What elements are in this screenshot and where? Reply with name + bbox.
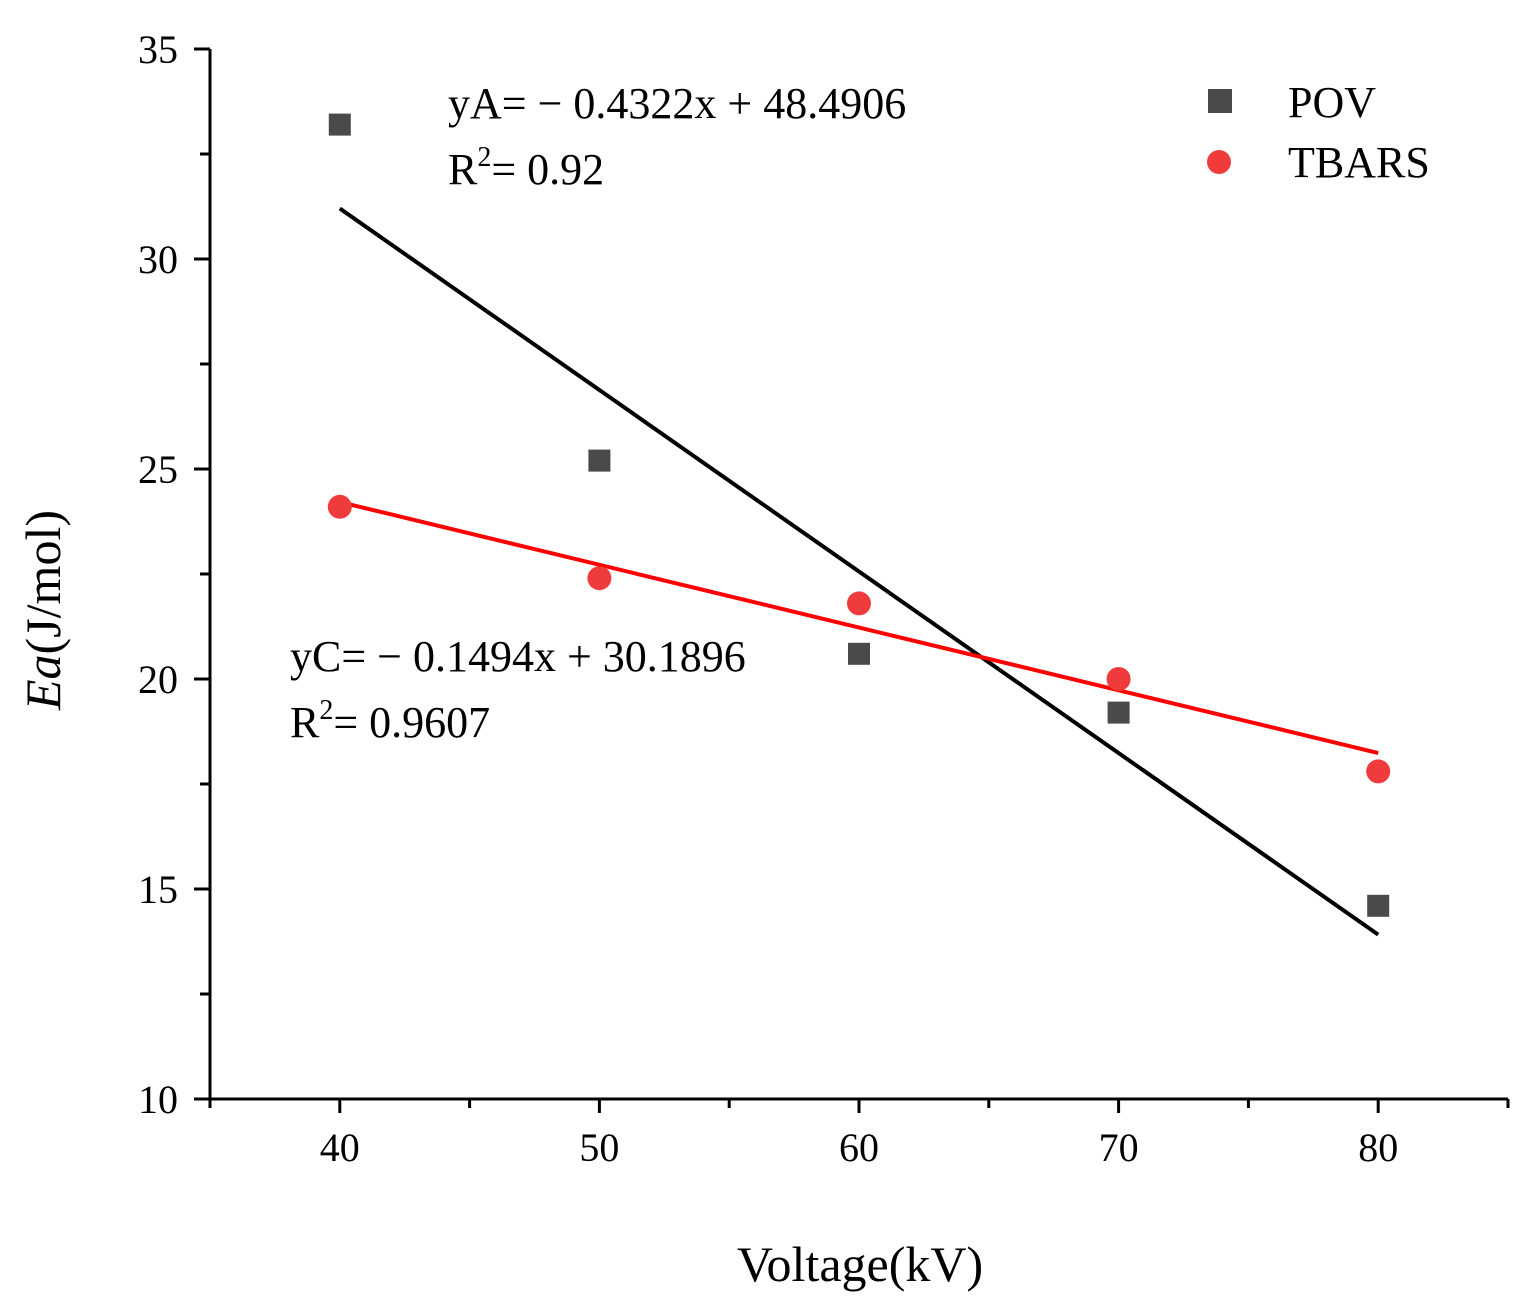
data-points bbox=[327, 113, 1391, 917]
point-tbars bbox=[587, 566, 612, 591]
point-pov bbox=[1367, 894, 1390, 917]
r-squared-c: R2= 0.9607 bbox=[290, 695, 490, 747]
point-tbars bbox=[1106, 667, 1131, 691]
point-pov bbox=[1107, 701, 1130, 724]
y-tick-label: 15 bbox=[138, 867, 178, 912]
x-tick-label: 40 bbox=[320, 1125, 360, 1170]
x-tick-label: 60 bbox=[839, 1125, 879, 1170]
legend-label-pov: POV bbox=[1288, 78, 1376, 127]
point-tbars bbox=[327, 494, 352, 519]
y-tick-label: 20 bbox=[138, 657, 178, 702]
point-pov bbox=[328, 113, 351, 136]
equation-c: yC= − 0.1494x + 30.1896 bbox=[290, 632, 746, 681]
x-axis-title: Voltage(kV) bbox=[737, 1236, 983, 1292]
x-tick-label: 80 bbox=[1358, 1125, 1398, 1170]
y-tick-label: 10 bbox=[138, 1077, 178, 1122]
r-squared-a: R2= 0.92 bbox=[448, 142, 604, 194]
fit-line-pov bbox=[338, 206, 1380, 937]
point-tbars bbox=[847, 591, 871, 616]
point-tbars bbox=[1366, 759, 1391, 784]
y-tick-label: 35 bbox=[138, 27, 178, 72]
fit-line-tbars bbox=[339, 500, 1379, 755]
fit-lines bbox=[338, 206, 1380, 937]
ticks: 40 50 60 70 80 10 15 20 25 30 35 bbox=[138, 27, 1510, 1170]
y-tick-label: 30 bbox=[138, 237, 178, 282]
legend-label-tbars: TBARS bbox=[1288, 138, 1430, 187]
point-pov bbox=[848, 642, 870, 665]
x-tick-label: 50 bbox=[579, 1125, 619, 1170]
x-tick-label: 70 bbox=[1099, 1125, 1139, 1170]
axes bbox=[208, 49, 1508, 1101]
equation-a: yA= − 0.4322x + 48.4906 bbox=[448, 79, 906, 128]
legend-marker-tbars bbox=[1207, 150, 1231, 174]
y-tick-label: 25 bbox=[138, 447, 178, 492]
legend-marker-pov bbox=[1208, 89, 1232, 113]
legend: POV TBARS bbox=[1207, 78, 1430, 187]
point-pov bbox=[588, 449, 611, 472]
y-axis-title: Ea(J/mol) bbox=[15, 510, 71, 711]
